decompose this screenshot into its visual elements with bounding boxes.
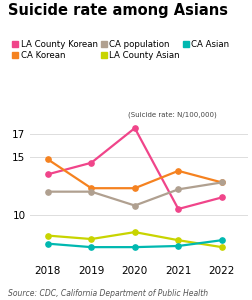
Text: Suicide rate among Asians: Suicide rate among Asians [8, 3, 227, 18]
Text: Source: CDC, California Department of Public Health: Source: CDC, California Department of Pu… [8, 290, 207, 298]
Legend: LA County Korean, CA Korean, CA population, LA County Asian, CA Asian: LA County Korean, CA Korean, CA populati… [13, 40, 228, 60]
Text: (Suicide rate: N/100,000): (Suicide rate: N/100,000) [128, 112, 216, 119]
